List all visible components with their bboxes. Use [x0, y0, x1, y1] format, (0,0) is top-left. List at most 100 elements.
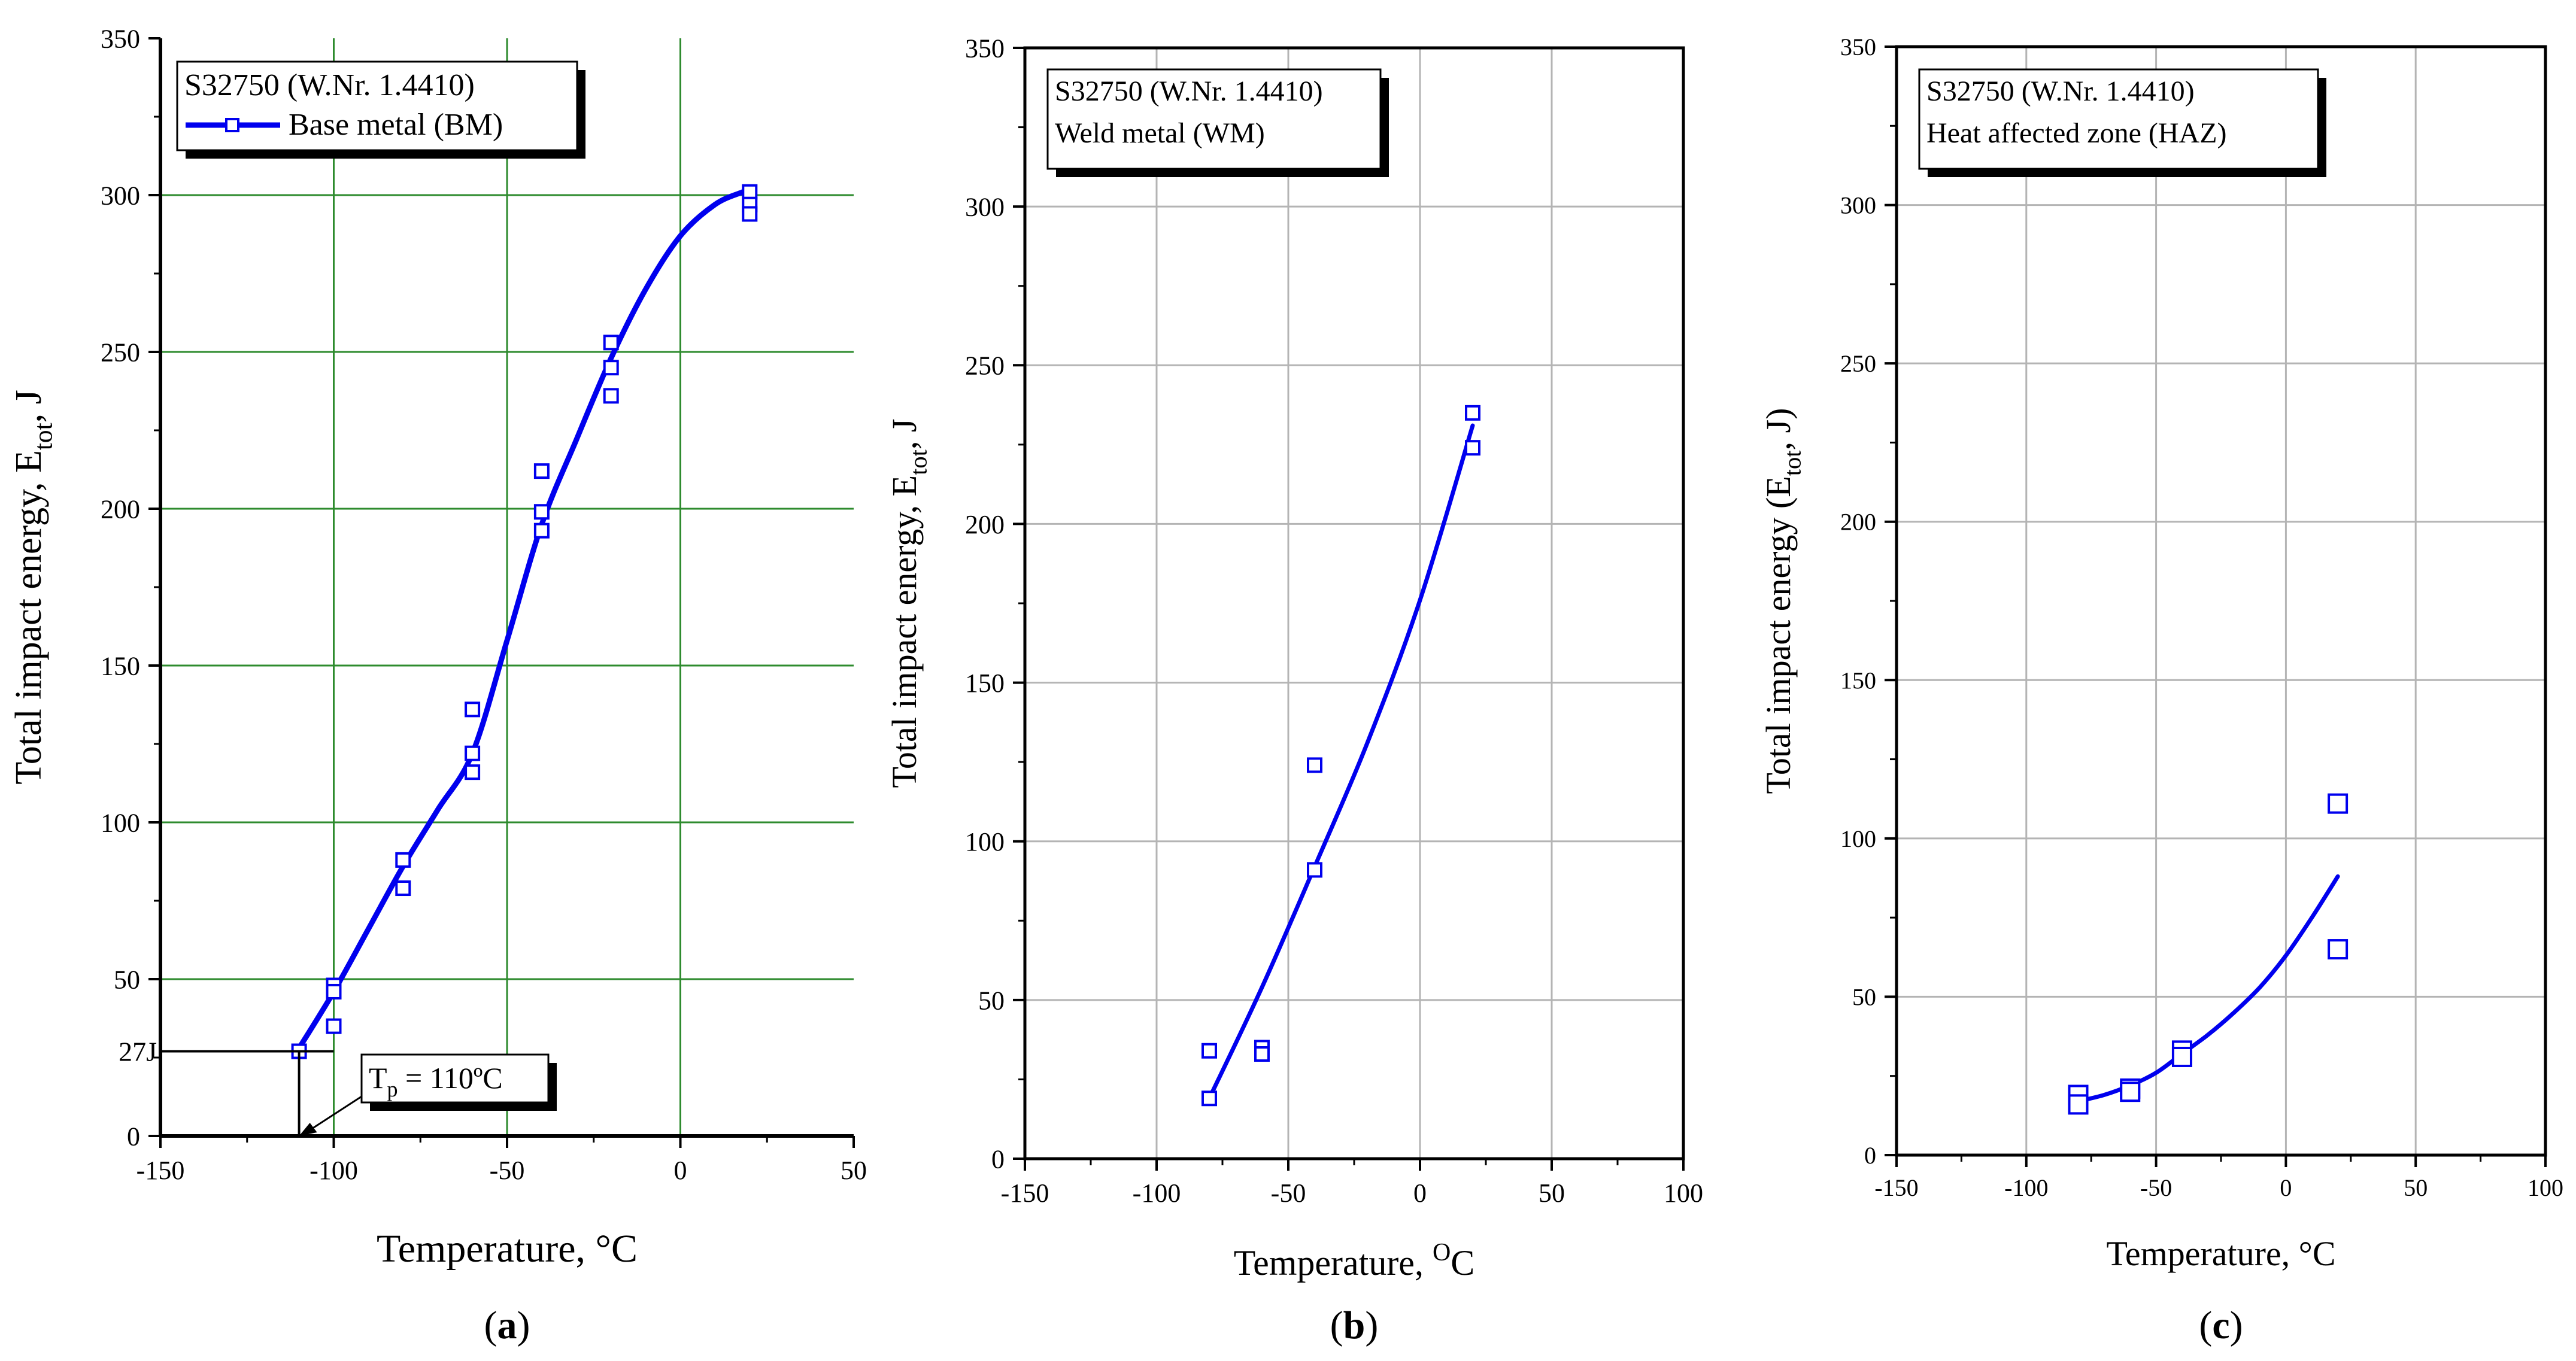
tp-label-value: = 110ºC: [398, 1061, 503, 1095]
x-tick-label: 100: [1664, 1178, 1703, 1208]
y-tick-label: 200: [965, 510, 1005, 539]
x-tick-label: -50: [490, 1156, 525, 1185]
x-tick-label: -100: [2004, 1174, 2048, 1201]
x-tick-label: 100: [2528, 1174, 2563, 1201]
chart-panel-a: -150 -100 -50 0 50 0 50 100 150 200 250 300 350 Tempe…: [8, 24, 867, 1347]
data-point: [465, 745, 481, 761]
y-tick-label: 250: [1840, 350, 1876, 377]
data-point: [1307, 862, 1322, 878]
caption-letter: b: [1343, 1304, 1366, 1347]
chart-panel-b: -150 -100 -50 0 50 100 0 50 100 150 200 250 300 350 Te…: [885, 34, 1703, 1347]
data-point: [1201, 1090, 1217, 1107]
y-tick-label: 150: [101, 651, 140, 680]
y-tick-label: 100: [1840, 825, 1876, 852]
y-tick-label: 0: [127, 1122, 140, 1151]
data-point: [465, 701, 481, 718]
y-tick-label: 150: [965, 669, 1005, 698]
legend-entry: Base metal (BM): [289, 108, 503, 142]
x-axis-label: Temperature, °C: [377, 1227, 638, 1271]
data-point: [533, 522, 550, 539]
x-axis-label: Temperature, OC: [1234, 1239, 1475, 1283]
caption-paren: ): [1365, 1304, 1378, 1347]
y-axis-label-tail: , J): [1759, 408, 1798, 451]
y-axis-label-text: Total impact energy, E: [885, 475, 924, 788]
x-axis-label-unit: C: [1451, 1243, 1474, 1283]
caption-paren: (: [484, 1304, 497, 1347]
data-point: [2068, 1094, 2089, 1115]
fit-curve: [2076, 874, 2340, 1104]
panel-caption: (a): [484, 1304, 530, 1347]
tp-label: Tp = 110ºC: [369, 1061, 503, 1101]
tp-arrowhead: [299, 1123, 317, 1136]
y-tick-label: 350: [101, 24, 140, 53]
y-tick-label: 0: [991, 1144, 1005, 1174]
data-point: [742, 206, 758, 222]
caption-letter: c: [2212, 1304, 2229, 1347]
y-tick-label: 250: [965, 351, 1005, 381]
legend-title: S32750 (W.Nr. 1.4410): [1926, 75, 2195, 107]
tp-box: [360, 1053, 550, 1104]
data-point: [1254, 1046, 1270, 1062]
x-tick-label: -150: [1874, 1174, 1918, 1201]
x-tick-label: 0: [674, 1156, 687, 1185]
y-tick-label: 0: [1864, 1142, 1876, 1169]
legend-box: [1918, 68, 2319, 170]
y-tick-label: 300: [1840, 192, 1876, 219]
legend-entry: Weld metal (WM): [1055, 117, 1265, 149]
caption-letter: a: [497, 1304, 517, 1347]
data-point: [1465, 440, 1480, 456]
data-point: [326, 1018, 342, 1034]
legend: S32750 (W.Nr. 1.4410) Base metal (BM): [176, 60, 585, 159]
legend-box: [176, 60, 578, 151]
x-tick-label: -50: [1271, 1178, 1306, 1208]
y-tick-label: 150: [1840, 667, 1876, 694]
y-tick-label: 300: [101, 181, 140, 210]
tp-label-t: T: [369, 1061, 387, 1095]
caption-paren: ): [517, 1304, 530, 1347]
x-axis-label: Temperature, °C: [2106, 1234, 2335, 1273]
y-axis-label-text: Total impact energy, E: [8, 450, 49, 785]
legend: S32750 (W.Nr. 1.4410) Weld metal (WM): [1046, 68, 1389, 177]
legend-entry: Heat affected zone (HAZ): [1926, 117, 2227, 149]
data-point: [742, 184, 758, 200]
y-tick-label: 250: [101, 338, 140, 367]
y-tick-label: 100: [965, 827, 1005, 856]
plot-frame: [1023, 46, 1685, 1161]
y-tick-label: 200: [1840, 509, 1876, 536]
data-point: [2171, 1046, 2192, 1067]
data-point: [603, 388, 619, 404]
legend-title: S32750 (W.Nr. 1.4410): [1055, 75, 1323, 107]
y-axis-label-sub: tot: [29, 423, 58, 450]
data-point: [2328, 939, 2349, 960]
y-tick-label: 200: [101, 494, 140, 524]
y-axis-label-tail: , J: [885, 418, 924, 449]
x-tick-label: 0: [1413, 1178, 1427, 1208]
y-axis-label-text: Total impact energy (E: [1759, 476, 1798, 794]
data-point: [1465, 405, 1480, 421]
x-axis-label-text: Temperature,: [1234, 1243, 1433, 1283]
y-tick-label: 100: [101, 808, 140, 837]
data-point: [533, 463, 550, 479]
x-tick-label: 50: [841, 1156, 867, 1185]
y-tick-label: 50: [978, 986, 1005, 1015]
tp-label-sub: p: [387, 1077, 398, 1101]
y-axis-label: Total impact energy, Etot, J: [8, 390, 58, 785]
fit-curve: [296, 189, 746, 1051]
x-axis-label-sup: O: [1433, 1239, 1451, 1266]
data-point: [1201, 1043, 1217, 1059]
x-tick-label: -150: [136, 1156, 185, 1185]
data-point: [603, 360, 619, 376]
y-axis-label: Total impact energy, Etot, J: [885, 418, 932, 788]
legend-box: [1046, 68, 1382, 170]
data-point: [326, 983, 342, 1000]
data-point: [603, 335, 619, 351]
y-tick-label: 350: [1840, 34, 1876, 60]
data-point: [2328, 793, 2349, 814]
fit-curve: [1207, 423, 1475, 1101]
data-point: [1307, 757, 1322, 773]
data-point: [465, 764, 481, 780]
plot-frame: [1895, 45, 2547, 1157]
panel-caption: (c): [2199, 1304, 2243, 1347]
y-axis-label-tail: , J: [8, 390, 49, 423]
